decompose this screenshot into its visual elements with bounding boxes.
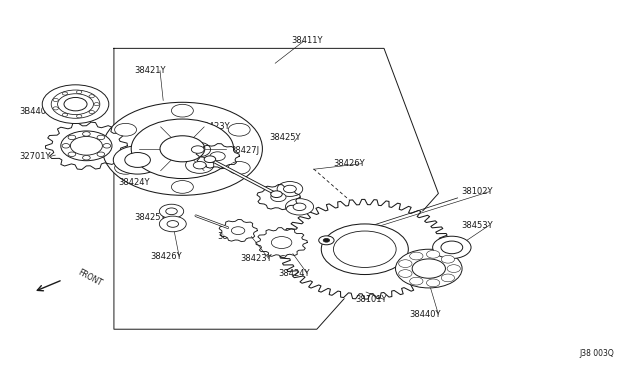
Text: 38424Y: 38424Y: [278, 269, 310, 278]
Circle shape: [97, 152, 105, 157]
Circle shape: [131, 119, 234, 179]
Circle shape: [172, 180, 193, 193]
Text: 38427J: 38427J: [230, 146, 260, 155]
Circle shape: [199, 145, 236, 167]
Circle shape: [42, 85, 109, 124]
Text: 3B440Y: 3B440Y: [19, 107, 51, 116]
Circle shape: [433, 236, 471, 259]
Circle shape: [51, 90, 100, 118]
Circle shape: [191, 146, 204, 153]
Circle shape: [89, 95, 94, 98]
Text: 38423Y: 38423Y: [198, 122, 230, 131]
Circle shape: [53, 107, 58, 110]
Circle shape: [58, 94, 93, 115]
Text: 38453Y: 38453Y: [461, 221, 492, 230]
Circle shape: [159, 204, 184, 218]
Circle shape: [77, 115, 82, 118]
Circle shape: [284, 185, 296, 193]
Circle shape: [447, 265, 460, 272]
Circle shape: [426, 250, 440, 258]
Circle shape: [94, 103, 99, 106]
Circle shape: [285, 199, 314, 215]
Circle shape: [204, 156, 216, 163]
Circle shape: [115, 124, 136, 136]
Circle shape: [61, 131, 112, 161]
Circle shape: [83, 155, 90, 160]
Text: 38426Y: 38426Y: [150, 252, 182, 261]
Text: 32701Y: 32701Y: [19, 152, 51, 161]
Circle shape: [410, 277, 423, 285]
Circle shape: [62, 92, 68, 95]
Circle shape: [323, 238, 330, 242]
Circle shape: [441, 274, 454, 282]
Circle shape: [62, 144, 70, 148]
Circle shape: [410, 252, 423, 260]
Circle shape: [441, 241, 463, 254]
Circle shape: [399, 270, 412, 278]
Circle shape: [441, 256, 454, 263]
Circle shape: [102, 102, 262, 195]
Text: 38440Y: 38440Y: [410, 310, 441, 319]
Circle shape: [396, 249, 462, 288]
Circle shape: [412, 259, 445, 278]
Text: 38411Y: 38411Y: [291, 36, 323, 45]
Circle shape: [62, 113, 68, 116]
Text: 38423Y: 38423Y: [240, 254, 271, 263]
Circle shape: [271, 237, 292, 248]
Circle shape: [232, 227, 244, 235]
Circle shape: [64, 97, 87, 111]
Circle shape: [319, 236, 334, 245]
Text: 38425Y: 38425Y: [134, 213, 166, 222]
Circle shape: [210, 152, 225, 161]
Text: 38101Y: 38101Y: [355, 295, 387, 304]
Circle shape: [89, 110, 94, 113]
Circle shape: [271, 191, 282, 198]
Circle shape: [172, 104, 193, 117]
Circle shape: [70, 137, 102, 155]
Circle shape: [97, 135, 105, 140]
Circle shape: [186, 157, 214, 173]
Circle shape: [53, 99, 58, 102]
Circle shape: [321, 224, 408, 275]
Text: 38425Y: 38425Y: [269, 133, 300, 142]
Circle shape: [333, 231, 396, 267]
Circle shape: [278, 199, 452, 300]
Text: 38426Y: 38426Y: [333, 159, 364, 168]
Circle shape: [228, 124, 250, 136]
Circle shape: [77, 90, 82, 94]
Circle shape: [277, 182, 303, 196]
Circle shape: [293, 203, 306, 211]
Circle shape: [159, 216, 186, 232]
Circle shape: [167, 221, 179, 227]
Circle shape: [115, 161, 136, 174]
Text: 38102Y: 38102Y: [461, 187, 492, 196]
Circle shape: [68, 152, 76, 157]
Circle shape: [260, 230, 303, 255]
Circle shape: [83, 132, 90, 136]
Circle shape: [52, 126, 121, 166]
Circle shape: [166, 208, 177, 215]
Text: J38 003Q: J38 003Q: [580, 349, 614, 358]
Circle shape: [271, 193, 286, 202]
Circle shape: [260, 186, 297, 208]
Circle shape: [103, 144, 111, 148]
Circle shape: [228, 161, 250, 174]
Circle shape: [160, 136, 205, 162]
Text: FRONT: FRONT: [77, 268, 104, 288]
Circle shape: [125, 153, 150, 167]
Circle shape: [113, 146, 162, 174]
Circle shape: [68, 135, 76, 140]
Circle shape: [185, 142, 211, 157]
Text: 38427Y: 38427Y: [218, 232, 249, 241]
Circle shape: [399, 260, 412, 267]
Text: 38421Y: 38421Y: [134, 66, 166, 75]
Circle shape: [222, 221, 254, 240]
Text: 38424Y: 38424Y: [118, 178, 150, 187]
Circle shape: [193, 161, 206, 169]
Circle shape: [426, 279, 440, 287]
